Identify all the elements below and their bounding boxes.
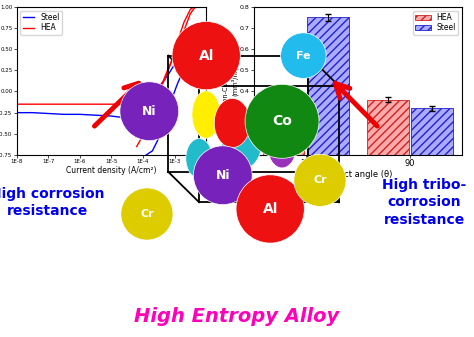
Text: Ni: Ni <box>216 169 230 182</box>
Text: Fe: Fe <box>296 51 310 61</box>
Text: Al: Al <box>199 49 214 63</box>
Bar <box>307 17 349 176</box>
Ellipse shape <box>222 117 262 169</box>
Text: Cr: Cr <box>140 209 154 219</box>
Bar <box>367 100 409 176</box>
Ellipse shape <box>172 22 240 90</box>
Ellipse shape <box>236 175 304 243</box>
Ellipse shape <box>214 98 250 148</box>
Ellipse shape <box>294 154 346 206</box>
Bar <box>411 109 453 176</box>
Text: Co: Co <box>272 114 292 128</box>
Y-axis label: Erosion-Corrosion rate
(mm³/hr): Erosion-Corrosion rate (mm³/hr) <box>223 43 238 118</box>
Bar <box>263 94 304 176</box>
X-axis label: Impact angle (θ): Impact angle (θ) <box>323 170 392 179</box>
Text: Ni: Ni <box>142 105 156 118</box>
Ellipse shape <box>281 33 326 79</box>
Ellipse shape <box>245 84 319 158</box>
Ellipse shape <box>268 125 296 168</box>
X-axis label: Current density (A/cm²): Current density (A/cm²) <box>66 165 156 175</box>
Text: High corrosion
resistance: High corrosion resistance <box>0 187 105 218</box>
Ellipse shape <box>192 91 220 138</box>
Ellipse shape <box>193 146 252 205</box>
Text: Al: Al <box>263 202 278 216</box>
Ellipse shape <box>121 188 173 240</box>
Text: High Entropy Alloy: High Entropy Alloy <box>134 307 340 326</box>
Ellipse shape <box>120 82 179 141</box>
Ellipse shape <box>186 139 212 178</box>
Text: High tribo-
corrosion
resistance: High tribo- corrosion resistance <box>382 178 466 226</box>
Legend: HEA, Steel: HEA, Steel <box>413 10 458 35</box>
Legend: Steel, HEA: Steel, HEA <box>20 10 62 35</box>
Text: Cr: Cr <box>313 175 327 185</box>
